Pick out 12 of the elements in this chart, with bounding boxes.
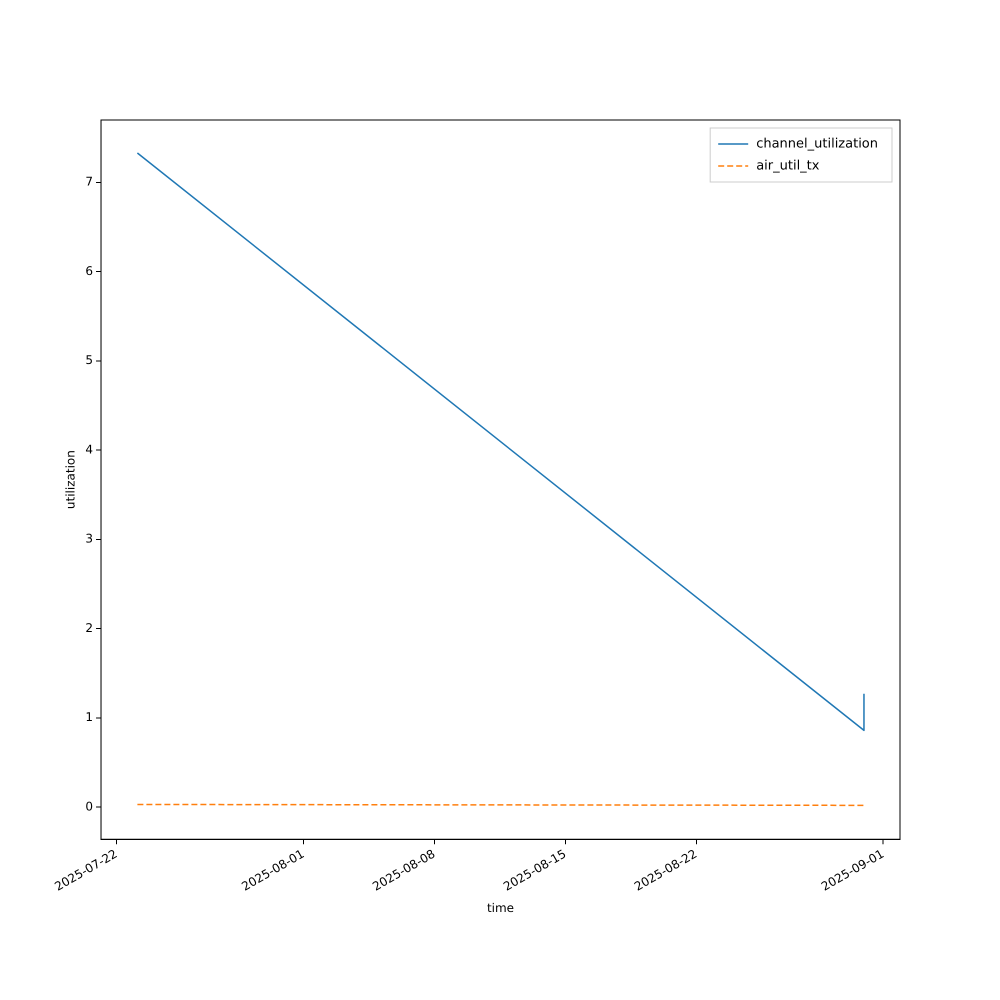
- x-axis-title: time: [486, 900, 514, 915]
- y-tick-label: 0: [85, 799, 94, 814]
- y-tick-label: 5: [85, 353, 94, 368]
- y-axis-title: utilization: [63, 450, 78, 510]
- y-tick-label: 3: [85, 532, 94, 546]
- y-tick-label: 1: [85, 710, 94, 724]
- y-tick-label: 6: [85, 264, 94, 278]
- y-tick-label: 2: [85, 620, 94, 635]
- y-tick-label: 7: [85, 174, 94, 189]
- y-tick-label: 4: [85, 442, 94, 456]
- legend-label: air_util_tx: [756, 158, 820, 174]
- legend-label: channel_utilization: [756, 136, 878, 152]
